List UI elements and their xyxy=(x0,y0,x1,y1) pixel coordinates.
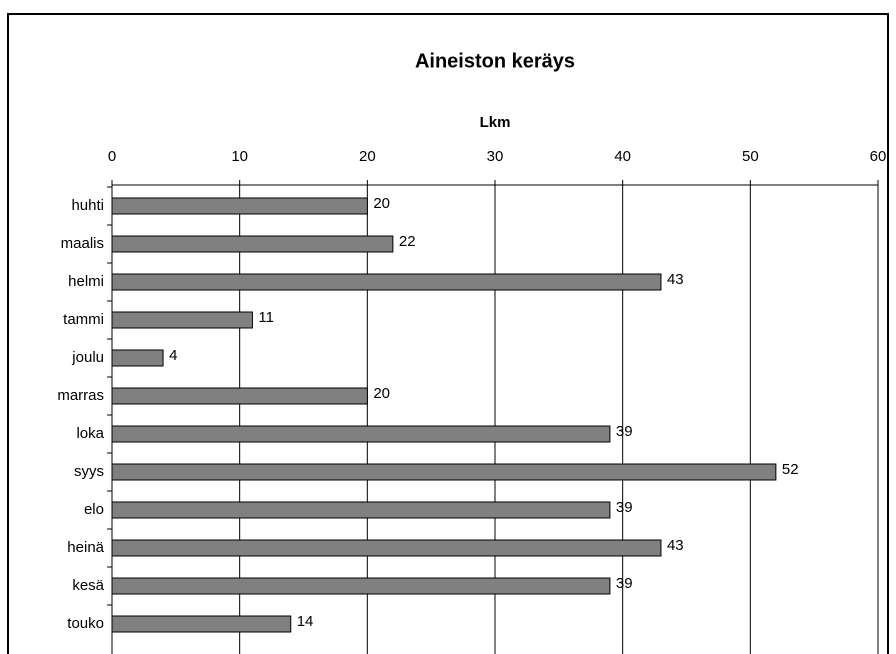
y-tick-label: tammi xyxy=(63,311,104,328)
data-label: 39 xyxy=(616,575,633,592)
x-tick-label: 50 xyxy=(742,148,759,165)
bar xyxy=(111,197,368,215)
y-tick-label: elo xyxy=(84,501,104,518)
bar xyxy=(111,425,611,443)
y-tick-label: heinä xyxy=(67,539,104,556)
data-label: 22 xyxy=(399,233,416,250)
data-label: 52 xyxy=(782,461,799,478)
bar xyxy=(111,501,611,519)
x-tick-label: 10 xyxy=(231,148,248,165)
bar xyxy=(111,235,394,253)
chart-title: Aineiston keräys xyxy=(415,50,575,72)
data-label: 20 xyxy=(373,385,390,402)
y-tick-label: helmi xyxy=(68,273,104,290)
x-tick-label: 20 xyxy=(359,148,376,165)
y-tick-label: touko xyxy=(67,615,104,632)
x-tick-label: 40 xyxy=(614,148,631,165)
y-tick-label: kesä xyxy=(72,577,104,594)
data-label: 11 xyxy=(258,309,274,326)
y-tick-label: joulu xyxy=(71,349,104,366)
data-label: 4 xyxy=(169,347,177,364)
x-tick-label: 30 xyxy=(487,148,504,165)
data-label: 43 xyxy=(667,537,684,554)
bar xyxy=(111,463,777,481)
bar xyxy=(111,349,164,367)
data-label: 43 xyxy=(667,271,684,288)
y-tick-label: syys xyxy=(74,463,104,480)
bar xyxy=(111,577,611,595)
chart-frame xyxy=(7,13,889,654)
data-label: 14 xyxy=(297,613,314,630)
x-tick-label: 0 xyxy=(108,148,116,165)
y-tick-label: marras xyxy=(57,387,104,404)
y-tick-label: loka xyxy=(76,425,104,442)
data-label: 39 xyxy=(616,499,633,516)
data-label: 20 xyxy=(373,195,390,212)
bar xyxy=(111,387,368,405)
x-tick-label: 60 xyxy=(870,148,887,165)
bar xyxy=(111,615,292,633)
bar xyxy=(111,311,253,329)
y-tick-label: maalis xyxy=(61,235,104,252)
bar xyxy=(111,539,662,557)
bar xyxy=(111,273,662,291)
data-label: 39 xyxy=(616,423,633,440)
x-axis-label: Lkm xyxy=(480,114,511,131)
y-tick-label: huhti xyxy=(71,197,104,214)
